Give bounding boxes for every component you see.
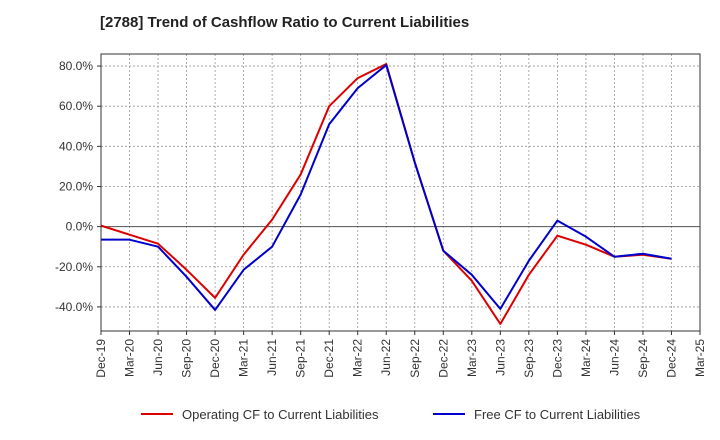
x-tick-label: Sep-23 <box>522 339 536 378</box>
x-tick-label: Mar-21 <box>237 339 251 377</box>
x-tick-label: Mar-23 <box>465 339 479 377</box>
y-tick-label: 40.0% <box>59 139 93 153</box>
y-axis: 80.0% 60.0% 40.0% 20.0% 0.0% -20.0% -40.0% <box>55 59 101 314</box>
x-tick-label: Dec-23 <box>550 339 564 378</box>
plot-area <box>101 54 700 331</box>
series-lines <box>100 63 672 325</box>
y-tick-label: -20.0% <box>55 260 93 274</box>
x-tick-label: Dec-22 <box>436 339 450 378</box>
x-tick-label: Dec-19 <box>94 339 108 378</box>
x-tick-label: Sep-21 <box>294 339 308 378</box>
x-axis: Dec-19 Mar-20 Jun-20 Sep-20 Dec-20 Mar-21 Jun-… <box>94 331 707 378</box>
x-tick-label: Jun-20 <box>151 339 165 376</box>
y-tick-label: 60.0% <box>59 99 93 113</box>
x-tick-label: Jun-24 <box>607 339 621 376</box>
legend: Operating CF to Current Liabilities Free … <box>141 407 641 422</box>
chart-title: [2788] Trend of Cashflow Ratio to Curren… <box>100 14 470 31</box>
series-line-free-cf <box>101 64 672 311</box>
x-tick-label: Mar-24 <box>579 339 593 377</box>
x-tick-label: Jun-23 <box>493 339 507 376</box>
x-tick-label: Sep-20 <box>180 339 194 378</box>
x-tick-label: Jun-22 <box>379 339 393 376</box>
x-tick-label: Mar-22 <box>351 339 365 377</box>
x-tick-label: Dec-21 <box>322 339 336 378</box>
x-tick-label: Mar-20 <box>123 339 137 377</box>
legend-label: Free CF to Current Liabilities <box>474 407 641 422</box>
x-tick-label: Mar-25 <box>693 339 707 377</box>
y-tick-label: 20.0% <box>59 179 93 193</box>
y-tick-label: -40.0% <box>55 300 93 314</box>
x-tick-label: Sep-24 <box>636 339 650 378</box>
plot-frame <box>100 53 701 332</box>
x-tick-label: Dec-24 <box>664 339 678 378</box>
legend-label: Operating CF to Current Liabilities <box>182 407 379 422</box>
y-tick-label: 80.0% <box>59 59 93 73</box>
x-tick-label: Dec-20 <box>208 339 222 378</box>
x-tick-label: Sep-22 <box>408 339 422 378</box>
x-tick-label: Jun-21 <box>265 339 279 376</box>
y-tick-label: 0.0% <box>66 220 94 234</box>
